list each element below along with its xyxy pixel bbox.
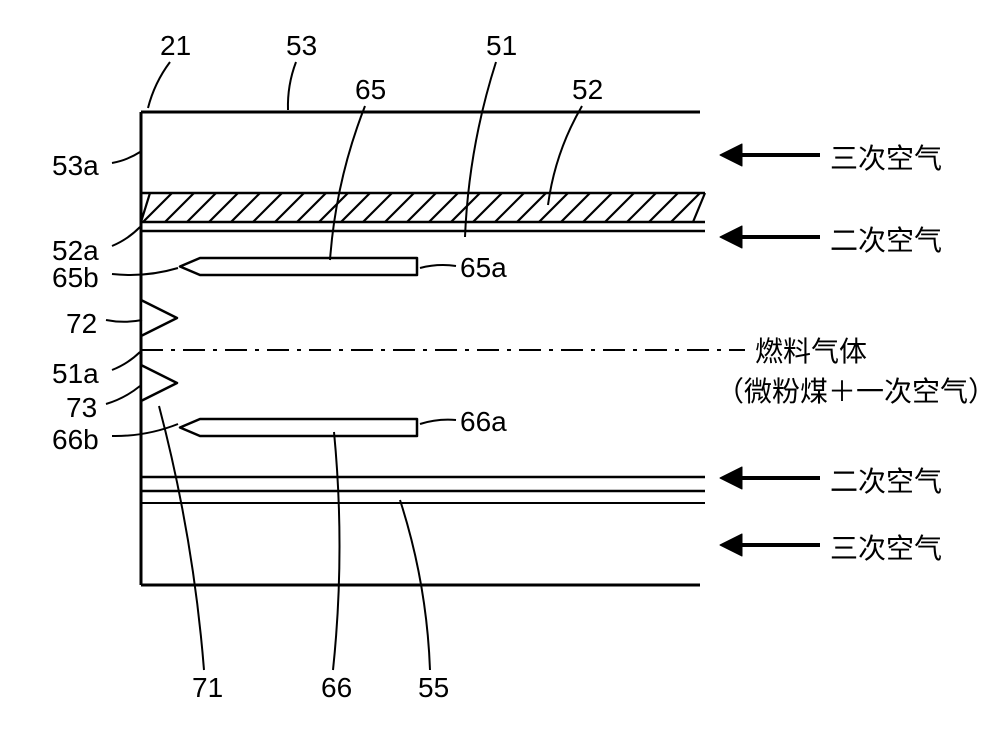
- ref-53a: 53a: [52, 150, 99, 182]
- flow-label: 三次空气: [830, 527, 942, 567]
- ref-51a: 51a: [52, 358, 99, 390]
- ref-65: 65: [355, 74, 386, 106]
- ref-66a: 66a: [460, 406, 507, 438]
- flow-label: 二次空气: [830, 219, 942, 259]
- ref-55: 55: [418, 672, 449, 704]
- ref-66: 66: [321, 672, 352, 704]
- flow-label: （微粉煤＋一次空气）: [716, 370, 996, 410]
- flow-label: 三次空气: [830, 137, 942, 177]
- ref-65a: 65a: [460, 252, 507, 284]
- ref-52: 52: [572, 74, 603, 106]
- flow-label: 燃料气体: [755, 330, 867, 370]
- flow-label: 二次空气: [830, 460, 942, 500]
- ref-21: 21: [160, 30, 191, 62]
- ref-71: 71: [192, 672, 223, 704]
- ref-51: 51: [486, 30, 517, 62]
- ref-73: 73: [66, 392, 97, 424]
- ref-66b: 66b: [52, 424, 99, 456]
- ref-65b: 65b: [52, 262, 99, 294]
- ref-72: 72: [66, 308, 97, 340]
- ref-53: 53: [286, 30, 317, 62]
